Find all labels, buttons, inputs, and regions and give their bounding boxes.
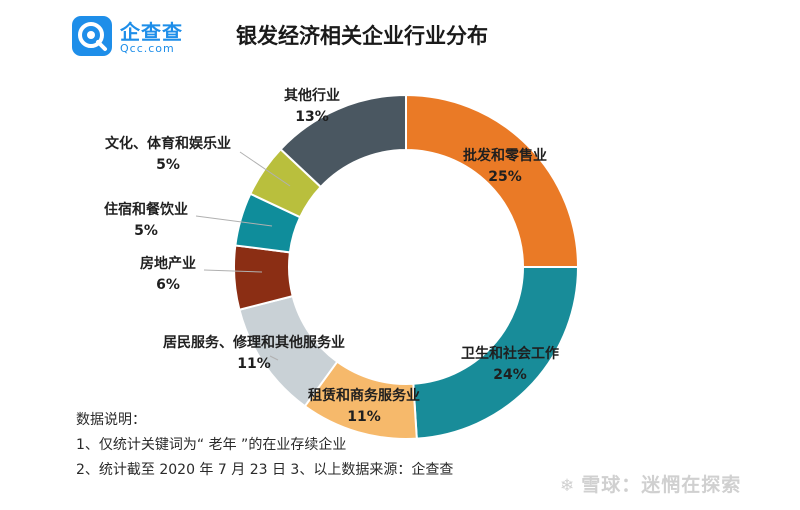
slice-label: 文化、体育和娱乐业 — [105, 135, 231, 152]
donut-slice — [279, 93, 407, 189]
leader-line — [269, 355, 279, 361]
notes-line-2: 2、统计截至 2020 年 7 月 23 日 3、以上数据来源：企查查 — [76, 462, 454, 478]
slice-label: 其他行业 — [284, 87, 340, 104]
slice-label: 房地产业 — [140, 255, 196, 272]
slice-percent: 13% — [295, 109, 329, 125]
leader-line — [203, 269, 263, 273]
slice-label: 住宿和餐饮业 — [104, 201, 188, 218]
data-notes: 数据说明： 1、仅统计关键词为“ 老年 ”的在业存续企业 2、统计截至 2020… — [76, 408, 453, 483]
leader-line — [195, 215, 273, 227]
slice-percent: 5% — [156, 157, 180, 173]
slice-percent: 11% — [237, 356, 271, 372]
snowball-icon: ❄ — [560, 476, 576, 496]
slice-label: 卫生和社会工作 — [461, 345, 559, 362]
slice-percent: 24% — [493, 367, 527, 383]
slice-percent: 6% — [156, 277, 180, 293]
logo-name: 企查查 — [120, 20, 183, 44]
notes-line-1: 1、仅统计关键词为“ 老年 ”的在业存续企业 — [76, 437, 347, 453]
qcc-logo: 企查查 Qcc.com — [72, 16, 192, 60]
chart-title: 银发经济相关企业行业分布 — [236, 24, 488, 48]
watermark-text: 雪球：迷惘在探索 — [581, 474, 742, 496]
watermark: ❄ 雪球：迷惘在探索 — [560, 470, 741, 497]
slice-label: 居民服务、修理和其他服务业 — [163, 334, 345, 351]
slice-percent: 11% — [347, 409, 381, 425]
slice-label: 批发和零售业 — [463, 147, 547, 164]
logo-url: Qcc.com — [120, 42, 175, 55]
slice-label: 租赁和商务服务业 — [308, 387, 420, 404]
slice-percent: 25% — [488, 169, 522, 185]
qcc-logo-icon — [72, 16, 112, 56]
slice-percent: 5% — [134, 223, 158, 239]
leader-line — [239, 151, 291, 187]
notes-heading: 数据说明： — [76, 412, 146, 428]
